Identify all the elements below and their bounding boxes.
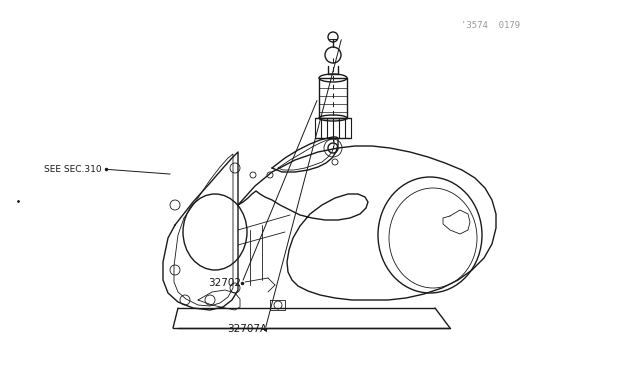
- Text: 32702: 32702: [208, 278, 241, 288]
- Text: '3574  0179: '3574 0179: [461, 21, 520, 30]
- Text: 32707A: 32707A: [227, 324, 268, 334]
- Text: SEE SEC.310: SEE SEC.310: [44, 165, 101, 174]
